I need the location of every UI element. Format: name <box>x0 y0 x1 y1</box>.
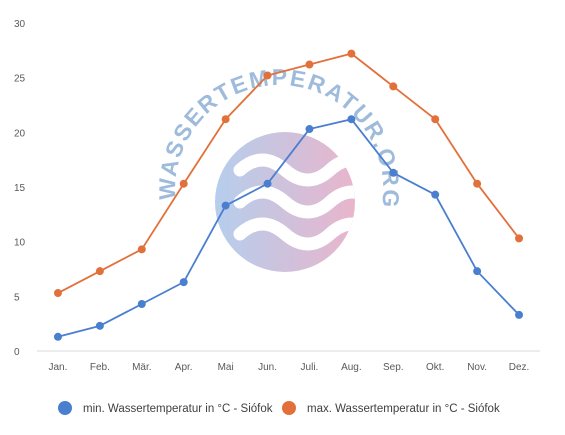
data-point <box>221 201 230 210</box>
data-point <box>347 115 356 124</box>
x-tick-label: Nov. <box>467 362 487 373</box>
series-layer <box>53 49 524 341</box>
legend-label: max. Wassertemperatur in °C - Siófok <box>307 403 500 415</box>
data-point <box>347 49 356 58</box>
legend: min. Wassertemperatur in °C - Siófok max.… <box>58 401 500 415</box>
data-point <box>179 179 188 188</box>
data-point <box>263 71 272 80</box>
x-tick-label: Jan. <box>49 362 68 373</box>
data-point <box>95 321 104 330</box>
y-tick-label: 5 <box>14 292 20 303</box>
data-point <box>515 310 524 319</box>
data-point <box>431 190 440 199</box>
data-point <box>263 179 272 188</box>
legend-marker <box>58 401 72 415</box>
data-point <box>305 60 314 69</box>
data-point <box>305 125 314 134</box>
data-point <box>53 289 62 298</box>
data-point <box>95 267 104 276</box>
legend-item-2: max. Wassertemperatur in °C - Siófok <box>282 401 500 415</box>
legend-label: min. Wassertemperatur in °C - Siófok <box>83 403 273 415</box>
x-tick-label: Juli. <box>301 362 319 373</box>
data-point <box>431 115 440 124</box>
series-1 <box>53 115 524 341</box>
data-point <box>389 82 398 91</box>
legend-marker <box>282 401 296 415</box>
x-tick-label: Mai <box>218 362 234 373</box>
y-tick-label: 15 <box>14 183 26 194</box>
data-point <box>137 299 146 308</box>
x-tick-label: Okt. <box>426 362 444 373</box>
data-point <box>179 278 188 287</box>
series-line <box>57 52 520 294</box>
data-point <box>473 179 482 188</box>
x-tick-label: Feb. <box>90 362 110 373</box>
axes: 0 5 10 15 20 25 30 Jan. Feb. Mär. Apr. Mai Jun. Juli.… <box>14 19 540 373</box>
y-tick-label: 25 <box>14 74 26 85</box>
data-point <box>53 332 62 341</box>
x-tick-label: Aug. <box>341 362 362 373</box>
series-2 <box>53 49 524 298</box>
y-tick-label: 10 <box>14 238 26 249</box>
x-tick-label: Sep. <box>383 362 404 373</box>
x-tick-label: Mär. <box>132 362 151 373</box>
data-point <box>221 115 230 124</box>
series-line <box>57 118 520 338</box>
data-point <box>515 234 524 243</box>
x-tick-label: Jun. <box>258 362 277 373</box>
y-tick-label: 30 <box>14 19 26 30</box>
data-point <box>137 245 146 254</box>
y-tick-label: 0 <box>14 347 20 358</box>
data-point <box>389 168 398 177</box>
x-tick-label: Apr. <box>175 362 193 373</box>
data-point <box>473 267 482 276</box>
x-tick-label: Dez. <box>509 362 530 373</box>
y-tick-label: 20 <box>14 128 26 139</box>
legend-item-1: min. Wassertemperatur in °C - Siófok <box>58 401 273 415</box>
